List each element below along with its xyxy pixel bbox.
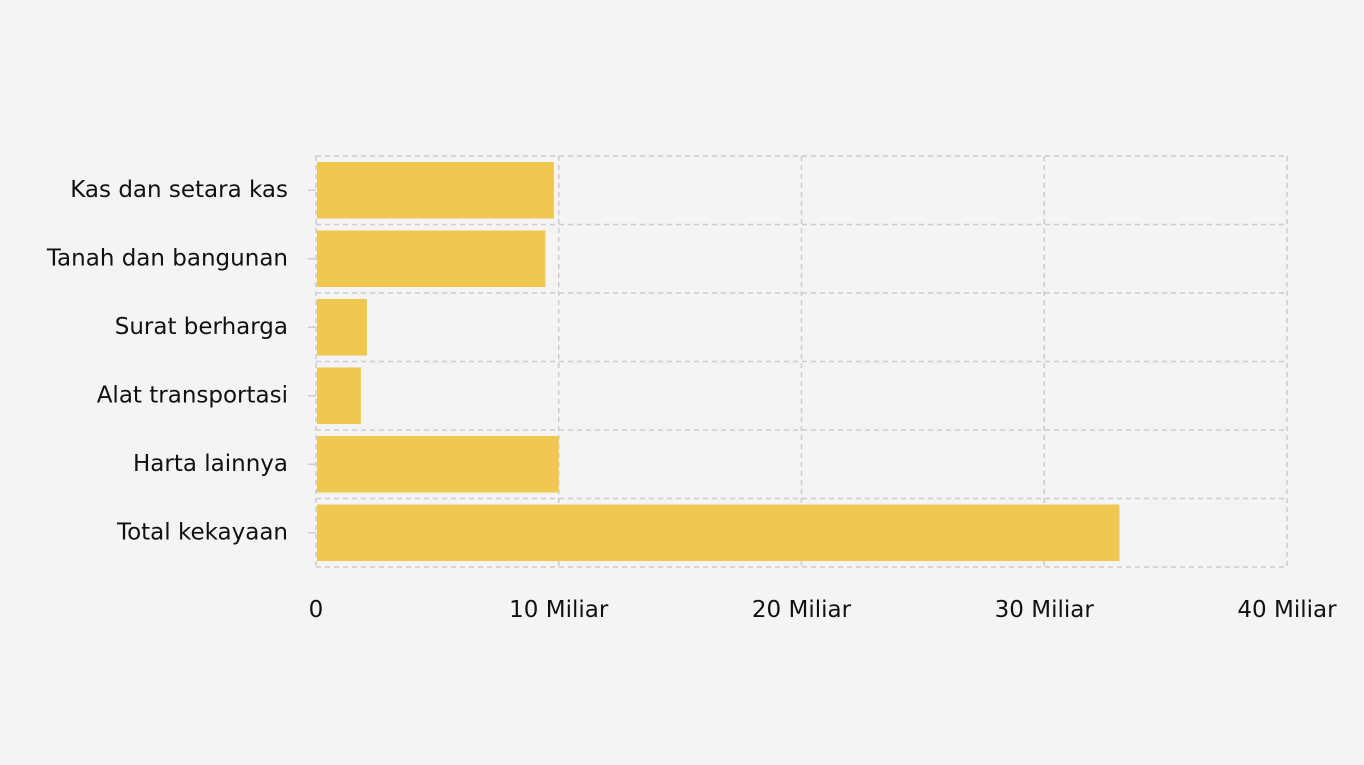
category-label: Kas dan setara kas xyxy=(70,177,288,203)
category-label: Tanah dan bangunan xyxy=(46,245,288,271)
category-label: Total kekayaan xyxy=(116,519,288,545)
bar xyxy=(317,367,361,424)
bar xyxy=(317,504,1120,561)
x-tick-label: 40 Miliar xyxy=(1237,597,1337,623)
bars xyxy=(317,162,1120,561)
bar xyxy=(317,299,367,356)
x-tick-label: 0 xyxy=(309,597,324,623)
category-label: Alat transportasi xyxy=(97,382,288,408)
x-axis-tick-labels: 0 10 Miliar 20 Miliar 30 Miliar 40 Miliar xyxy=(309,597,1337,623)
bar xyxy=(317,230,546,287)
category-labels: Kas dan setara kas Tanah dan bangunan Sura… xyxy=(46,177,288,546)
x-tick-label: 20 Miliar xyxy=(752,597,852,623)
x-tick-label: 10 Miliar xyxy=(509,597,609,623)
bar xyxy=(317,162,554,219)
category-label: Surat berharga xyxy=(115,314,288,340)
x-tick-label: 30 Miliar xyxy=(995,597,1095,623)
bar xyxy=(317,436,559,493)
category-label: Harta lainnya xyxy=(133,451,288,477)
grid xyxy=(308,155,1288,568)
